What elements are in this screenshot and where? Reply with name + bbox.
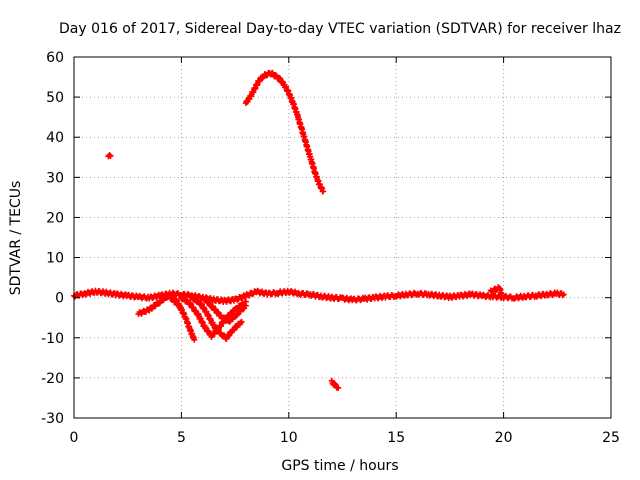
y-tick-label: -10 — [41, 331, 64, 347]
data-point — [272, 72, 279, 79]
x-tick-label: 15 — [387, 430, 405, 446]
data-point — [191, 336, 198, 343]
data-point — [560, 291, 567, 298]
data-point — [498, 290, 505, 297]
data-point — [237, 319, 244, 326]
plot-frame — [73, 56, 612, 419]
series-arc — [242, 69, 327, 195]
x-tick-label: 25 — [602, 430, 620, 446]
data-point — [106, 152, 113, 159]
y-tick-label: -30 — [41, 411, 64, 427]
series-dip-d — [189, 294, 245, 342]
y-tick-label: 30 — [46, 170, 64, 186]
data-point — [238, 318, 245, 325]
y-axis-label: SDTVAR / TECUs — [8, 181, 24, 296]
x-tick-label: 5 — [177, 430, 186, 446]
data-point — [320, 188, 327, 195]
y-tick-label: 0 — [55, 291, 64, 307]
series-spike — [487, 284, 505, 297]
y-tick-label: 60 — [46, 50, 64, 66]
series-outlier-low — [328, 377, 342, 391]
data-point — [242, 302, 249, 309]
series-outlier-high — [105, 152, 114, 160]
series-dip-b — [167, 295, 198, 343]
data-points — [71, 69, 567, 391]
data-point — [276, 74, 283, 81]
x-tick-label: 0 — [70, 430, 79, 446]
x-tick-label: 20 — [495, 430, 513, 446]
x-tick-label: 10 — [280, 430, 298, 446]
y-tick-label: 50 — [46, 90, 64, 106]
y-tick-label: 40 — [46, 130, 64, 146]
data-point — [226, 318, 233, 325]
y-tick-label: 20 — [46, 210, 64, 226]
data-point — [331, 381, 338, 388]
axis-ticks: 0 5 10 15 20 25 -30 -20 -10 0 10 20 30 40 50 60 — [41, 50, 620, 446]
x-axis-label: GPS time / hours — [281, 458, 398, 474]
data-point — [335, 384, 342, 391]
data-point — [107, 153, 114, 160]
chart-title: Day 016 of 2017, Sidereal Day-to-day VTE… — [59, 21, 621, 37]
y-tick-label: -20 — [41, 371, 64, 387]
y-tick-label: 10 — [46, 251, 64, 267]
series-dip-e — [199, 293, 249, 325]
